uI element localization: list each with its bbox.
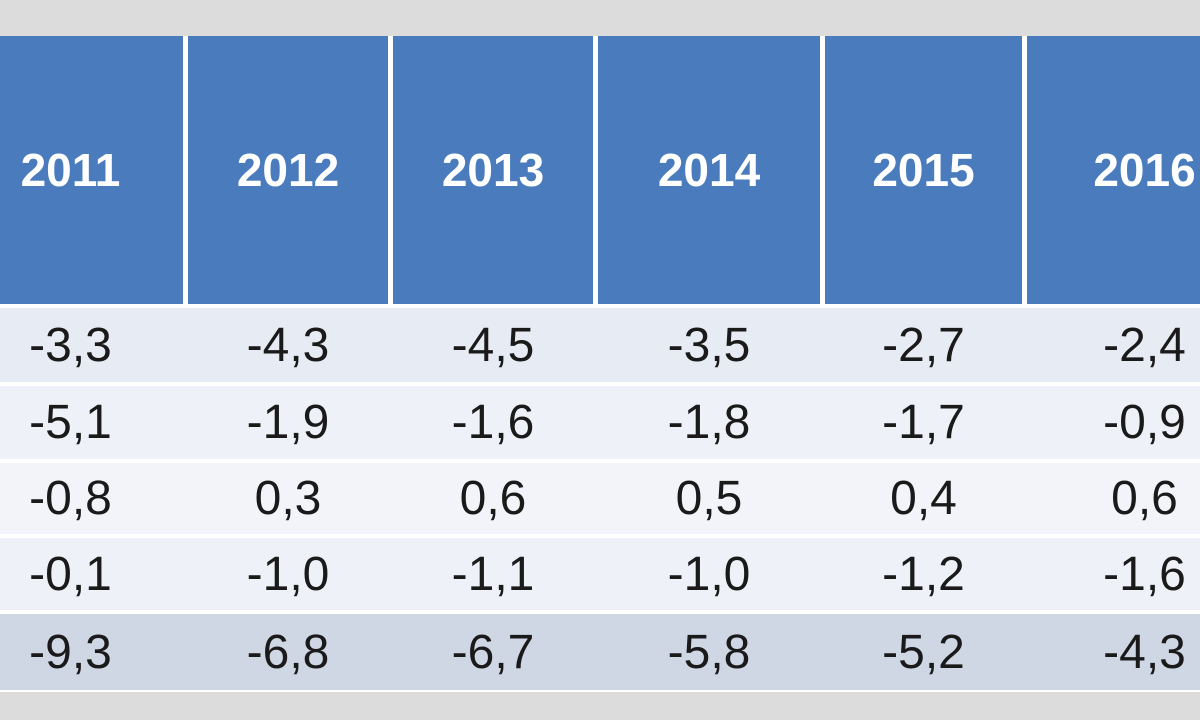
table-cell: -1,1 <box>390 538 596 610</box>
table-cell: 0,4 <box>822 463 1025 534</box>
header-cell: 2014 <box>598 36 820 304</box>
table-cell: -3,5 <box>595 308 823 382</box>
table-cell: 0,3 <box>185 463 391 534</box>
table-cell: -1,6 <box>1024 538 1200 610</box>
table-cell: -3,3 <box>0 308 186 382</box>
table-cell: -1,2 <box>822 538 1025 610</box>
table-cell: -9,3 <box>0 614 186 690</box>
table-cell: -4,5 <box>390 308 596 382</box>
data-table: 2011 2012 2013 2014 2015 2016 -3,3 -4,3 -4,5 -3,5… <box>0 36 1200 692</box>
table-cell: -0,1 <box>0 538 186 610</box>
table-cell: -2,7 <box>822 308 1025 382</box>
table-cell: 0,5 <box>595 463 823 534</box>
header-cell: 2013 <box>393 36 593 304</box>
table-cell: -1,6 <box>390 386 596 459</box>
header-cell: 2016 <box>1027 36 1200 304</box>
table-cell: -4,3 <box>185 308 391 382</box>
table-cell: -6,8 <box>185 614 391 690</box>
header-cell: 2011 <box>0 36 183 304</box>
header-cell: 2015 <box>825 36 1022 304</box>
table-cell: -0,9 <box>1024 386 1200 459</box>
table-cell: -6,7 <box>390 614 596 690</box>
table-cell: -0,8 <box>0 463 186 534</box>
header-cell: 2012 <box>188 36 388 304</box>
table-cell: 0,6 <box>1024 463 1200 534</box>
table-cell: -4,3 <box>1024 614 1200 690</box>
table-cell: -1,0 <box>595 538 823 610</box>
table-cell: 0,6 <box>390 463 596 534</box>
table-cell: -2,4 <box>1024 308 1200 382</box>
table-cell: -5,2 <box>822 614 1025 690</box>
table-cell: -1,0 <box>185 538 391 610</box>
table-cell: -1,7 <box>822 386 1025 459</box>
table-cell: -1,9 <box>185 386 391 459</box>
table-cell: -5,8 <box>595 614 823 690</box>
table-cell: -5,1 <box>0 386 186 459</box>
table-cell: -1,8 <box>595 386 823 459</box>
